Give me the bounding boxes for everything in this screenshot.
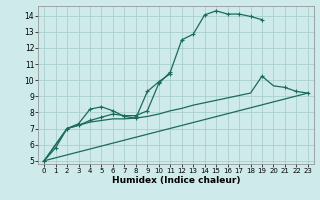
X-axis label: Humidex (Indice chaleur): Humidex (Indice chaleur) <box>112 176 240 185</box>
